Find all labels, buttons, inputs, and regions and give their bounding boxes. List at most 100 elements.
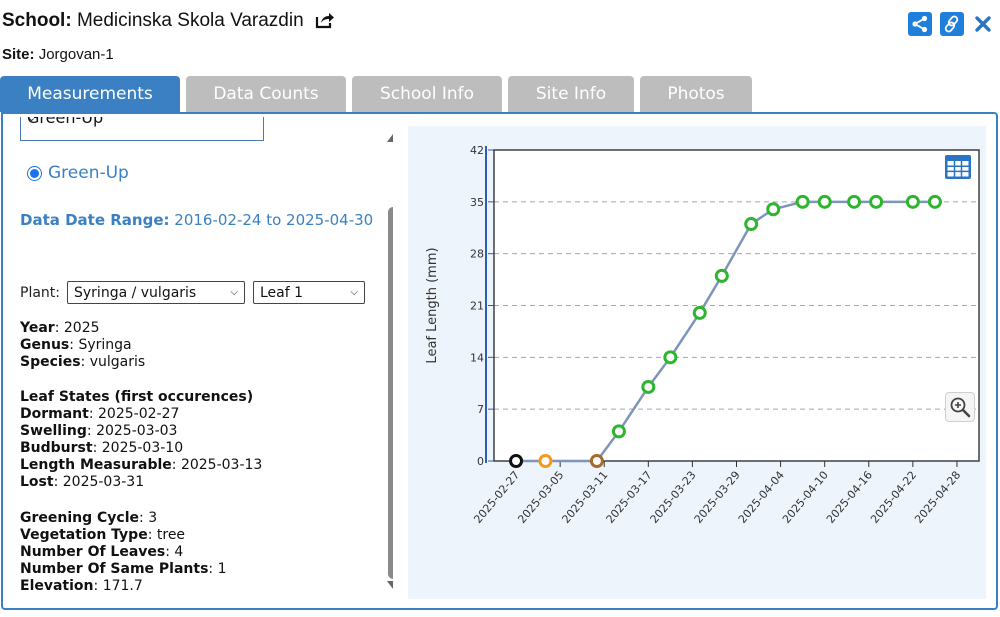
detail-value: 4 [174, 544, 184, 560]
tab-site-info[interactable]: Site Info [508, 76, 634, 112]
link-icon[interactable] [940, 12, 964, 36]
state-swelling: Swelling: 2025-03-03 [20, 423, 178, 439]
state-label: Swelling [20, 423, 87, 439]
protocol-select[interactable]: Green-Up ⌄ [20, 117, 264, 141]
y-tick-label: 35 [470, 196, 484, 209]
share-icon[interactable] [908, 12, 932, 36]
chevron-down-icon: ⌵ [350, 287, 358, 298]
leaf-states-heading: Leaf States (first occurences) [20, 389, 262, 406]
detail-label: Vegetation Type [20, 527, 148, 543]
zoom-button[interactable] [945, 392, 975, 422]
leaf-states-title: Leaf States (first occurences) [20, 389, 254, 405]
data-point [905, 194, 920, 209]
y-tick-label: 28 [470, 248, 484, 261]
zoom-in-icon [950, 397, 971, 418]
detail-number-of-same-plants: Number Of Same Plants: 1 [20, 561, 227, 577]
green-up-radio[interactable]: Green-Up [27, 163, 129, 183]
x-tick-label: 2025-04-28 [912, 469, 963, 526]
state-label: Dormant [20, 406, 89, 422]
site-info: Site: Jorgovan-1 [2, 46, 114, 63]
tab-photos[interactable]: Photos [640, 76, 752, 112]
detail-year: Year: 2025 [20, 320, 100, 336]
y-tick-label: 21 [470, 300, 484, 313]
close-icon[interactable] [972, 12, 994, 36]
top-toolbar [908, 12, 994, 36]
radio-label: Green-Up [48, 163, 129, 183]
state-value: 2025-03-03 [96, 423, 178, 439]
state-label: Budburst [20, 440, 93, 456]
detail-label: Year [20, 320, 55, 336]
leaf-states: Leaf States (first occurences) Dormant: … [20, 389, 262, 491]
state-value: 2025-03-31 [62, 474, 145, 490]
data-point [641, 379, 656, 394]
detail-species: Species: vulgaris [20, 354, 146, 370]
site-name: Jorgovan-1 [38, 46, 114, 63]
data-point [817, 194, 832, 209]
state-value: 2025-03-13 [180, 457, 263, 473]
table-view-button[interactable] [943, 152, 973, 182]
site-label: Site: [2, 46, 35, 63]
data-date-range: Data Date Range: 2016-02-24 to 2025-04-3… [20, 204, 390, 236]
plant-selector-row: Plant: Syringa / vulgaris ⌵ Leaf 1 ⌵ [20, 281, 365, 304]
detail-label: Number Of Same Plants [20, 561, 209, 577]
school-label: School: [2, 10, 72, 31]
data-point [795, 194, 810, 209]
leaf-select[interactable]: Leaf 1 ⌵ [253, 281, 365, 304]
leaf-length-chart: 0 7 14 21 28 35 42 Leaf Length (mm) 2025-02-27 20… [408, 126, 986, 599]
data-point [847, 194, 862, 209]
data-point [714, 268, 729, 283]
state-budburst: Budburst: 2025-03-10 [20, 440, 184, 456]
detail-label: Species [20, 354, 81, 370]
state-lost: Lost: 2025-03-31 [20, 474, 145, 490]
table-icon [945, 155, 971, 179]
y-tick-label: 14 [470, 351, 484, 364]
y-tick-label: 0 [477, 455, 484, 468]
detail-elevation: Elevation: 171.7 [20, 578, 143, 594]
state-label: Length Measurable [20, 457, 172, 473]
details-column: Green-Up ⌄ Green-Up Data Date Range: 201… [3, 114, 393, 608]
details-scrollbar[interactable] [387, 134, 393, 589]
radio-checked-icon[interactable] [27, 165, 42, 181]
detail-label: Greening Cycle [20, 510, 140, 526]
plant-metadata: Greening Cycle: 3 Vegetation Type: tree … [20, 510, 227, 595]
data-point [744, 217, 759, 232]
tab-bar: Measurements Data Counts School Info Sit… [0, 76, 758, 112]
date-range-label: Data Date Range: [20, 211, 170, 229]
detail-value: vulgaris [89, 354, 146, 370]
measurements-panel: Green-Up ⌄ Green-Up Data Date Range: 201… [1, 112, 998, 610]
detail-value: tree [156, 527, 186, 543]
y-tick-label: 7 [477, 403, 484, 416]
detail-vegetation-type: Vegetation Type: tree [20, 527, 186, 543]
scroll-up-arrow-icon[interactable] [387, 134, 393, 142]
leaf-select-value: Leaf 1 [260, 284, 304, 301]
detail-value: Syringa [78, 337, 132, 353]
chevron-down-icon: ⌵ [230, 287, 238, 298]
detail-label: Number Of Leaves [20, 544, 166, 560]
detail-number-of-leaves: Number Of Leaves: 4 [20, 544, 184, 560]
scroll-down-arrow-icon[interactable] [387, 581, 393, 589]
data-point [766, 202, 781, 217]
data-point [692, 305, 707, 320]
protocol-select-value: Green-Up [27, 117, 104, 127]
series-line [516, 200, 935, 463]
state-length-measurable: Length Measurable: 2025-03-13 [20, 457, 263, 473]
tab-data-counts[interactable]: Data Counts [186, 76, 346, 112]
plant-select[interactable]: Syringa / vulgaris ⌵ [67, 281, 245, 304]
data-point [611, 424, 626, 439]
state-value: 2025-03-10 [101, 440, 184, 456]
state-value: 2025-02-27 [98, 406, 180, 422]
data-point [538, 454, 553, 468]
y-axis-label: Leaf Length (mm) [425, 247, 440, 363]
date-range-value: 2016-02-24 to 2025-04-30 [174, 211, 374, 229]
tab-school-info[interactable]: School Info [352, 76, 502, 112]
detail-label: Genus [20, 337, 70, 353]
data-point [589, 454, 604, 468]
chevron-down-icon: ⌄ [27, 117, 37, 124]
detail-genus: Genus: Syringa [20, 337, 132, 353]
state-label: Lost [20, 474, 54, 490]
plant-select-value: Syringa / vulgaris [74, 284, 197, 301]
export-icon[interactable] [315, 11, 335, 35]
tab-measurements[interactable]: Measurements [0, 76, 180, 112]
scroll-thumb[interactable] [388, 207, 393, 579]
detail-value: 3 [148, 510, 158, 526]
